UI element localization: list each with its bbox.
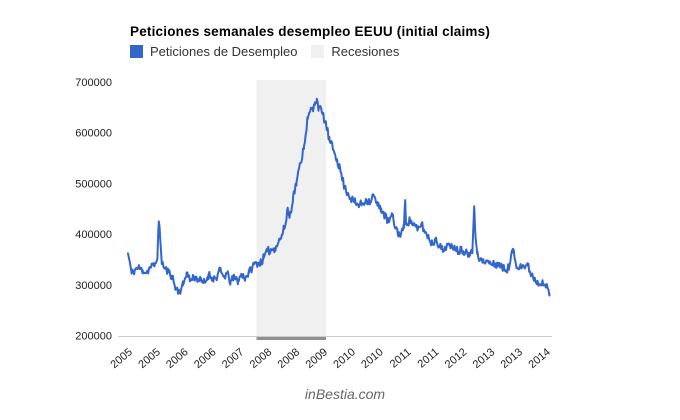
x-axis-label: 2010 [359,346,385,371]
claims-line [127,97,551,297]
x-axis-label: 2005 [108,346,134,371]
recession-marker [256,336,326,340]
x-axis-label: 2005 [136,346,162,371]
y-axis-label: 600000 [75,128,112,140]
legend-swatch-claims-icon [130,45,143,58]
x-axis-label: 2013 [499,346,525,371]
x-axis-label: 2012 [443,346,469,371]
x-axis-label: 2009 [304,346,330,371]
x-axis-label: 2011 [416,346,442,370]
watermark-inbestia: inBestia.com [304,386,386,402]
x-axis-label: 2008 [276,346,302,371]
x-axis-label: 2008 [248,346,274,371]
x-axis-label: 2006 [192,346,218,371]
chart-title: Peticiones semanales desempleo EEUU (ini… [130,24,491,39]
x-axis-label: 2006 [164,346,190,371]
legend: Peticiones de Desempleo Recesiones [130,44,399,59]
legend-label-claims: Peticiones de Desempleo [150,44,298,59]
x-axis-label: 2014 [526,346,552,371]
y-axis-label: 400000 [75,229,112,241]
y-axis-label: 700000 [75,77,112,89]
x-axis-label: 2013 [471,346,497,371]
x-axis-label: 2010 [331,346,357,371]
y-axis-label: 200000 [75,331,112,343]
y-axis-label: 500000 [75,178,112,190]
legend-swatch-recessions-icon [311,45,325,58]
x-axis-label: 2007 [220,346,246,371]
x-axis-label: 2011 [388,346,414,370]
y-axis-label: 300000 [75,280,112,292]
legend-label-recessions: Recesiones [331,44,400,59]
